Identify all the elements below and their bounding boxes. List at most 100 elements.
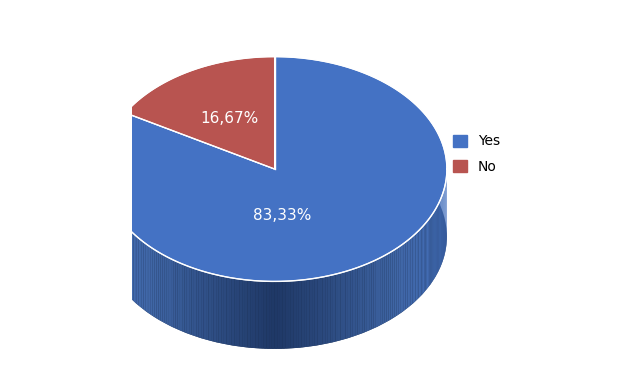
- Polygon shape: [419, 229, 420, 298]
- Polygon shape: [153, 249, 155, 317]
- Polygon shape: [415, 232, 417, 301]
- Polygon shape: [157, 251, 158, 319]
- Polygon shape: [409, 238, 411, 307]
- Polygon shape: [398, 246, 400, 315]
- Polygon shape: [224, 277, 226, 344]
- Polygon shape: [145, 243, 147, 312]
- Polygon shape: [173, 260, 176, 328]
- Polygon shape: [169, 258, 171, 326]
- Polygon shape: [288, 281, 291, 349]
- Polygon shape: [434, 210, 435, 280]
- Polygon shape: [435, 209, 436, 278]
- Polygon shape: [125, 225, 126, 294]
- Polygon shape: [272, 282, 275, 349]
- Polygon shape: [431, 214, 433, 283]
- Polygon shape: [158, 252, 160, 321]
- Polygon shape: [114, 210, 115, 280]
- Polygon shape: [406, 241, 407, 309]
- Polygon shape: [208, 273, 211, 341]
- Polygon shape: [102, 57, 447, 282]
- Polygon shape: [194, 268, 196, 337]
- Polygon shape: [125, 57, 275, 169]
- Polygon shape: [392, 250, 394, 318]
- Polygon shape: [439, 200, 440, 270]
- Polygon shape: [309, 279, 312, 347]
- Polygon shape: [380, 257, 382, 325]
- Polygon shape: [119, 218, 121, 288]
- Polygon shape: [320, 277, 323, 345]
- Polygon shape: [318, 277, 320, 345]
- Polygon shape: [229, 277, 232, 345]
- Polygon shape: [436, 205, 438, 275]
- Polygon shape: [338, 273, 341, 341]
- Polygon shape: [382, 255, 385, 324]
- Polygon shape: [296, 280, 299, 348]
- Polygon shape: [250, 280, 253, 348]
- Polygon shape: [269, 282, 272, 349]
- Polygon shape: [121, 220, 122, 289]
- Polygon shape: [299, 280, 302, 348]
- Polygon shape: [201, 271, 204, 339]
- Polygon shape: [341, 272, 343, 340]
- Polygon shape: [424, 223, 426, 292]
- Polygon shape: [247, 280, 250, 348]
- Polygon shape: [221, 276, 224, 344]
- Polygon shape: [343, 272, 346, 340]
- Polygon shape: [187, 266, 189, 334]
- Polygon shape: [280, 281, 282, 349]
- Polygon shape: [137, 237, 139, 305]
- Polygon shape: [144, 242, 145, 311]
- Polygon shape: [417, 231, 419, 300]
- Polygon shape: [128, 228, 129, 297]
- Polygon shape: [139, 238, 140, 307]
- Polygon shape: [429, 217, 431, 286]
- Polygon shape: [132, 232, 134, 301]
- Polygon shape: [427, 220, 428, 289]
- Polygon shape: [219, 275, 221, 343]
- Polygon shape: [365, 264, 367, 332]
- Polygon shape: [232, 278, 235, 346]
- Polygon shape: [182, 264, 185, 332]
- Polygon shape: [387, 253, 389, 322]
- Polygon shape: [264, 281, 266, 349]
- Polygon shape: [122, 222, 123, 291]
- Polygon shape: [323, 277, 325, 344]
- Polygon shape: [167, 257, 169, 325]
- Polygon shape: [213, 274, 216, 342]
- Polygon shape: [355, 267, 358, 336]
- Polygon shape: [328, 275, 330, 343]
- Polygon shape: [390, 251, 392, 319]
- Polygon shape: [180, 263, 182, 331]
- Polygon shape: [196, 269, 199, 337]
- Polygon shape: [266, 281, 269, 349]
- Polygon shape: [362, 265, 365, 333]
- Polygon shape: [258, 281, 261, 349]
- Polygon shape: [426, 222, 427, 291]
- Polygon shape: [330, 275, 333, 343]
- Polygon shape: [206, 272, 208, 340]
- Polygon shape: [307, 279, 309, 347]
- Polygon shape: [165, 255, 167, 324]
- Polygon shape: [149, 246, 151, 315]
- Polygon shape: [374, 260, 376, 328]
- Polygon shape: [155, 250, 157, 318]
- Polygon shape: [438, 202, 439, 271]
- Polygon shape: [325, 276, 328, 344]
- Polygon shape: [242, 280, 245, 347]
- Polygon shape: [115, 212, 116, 281]
- Polygon shape: [302, 280, 304, 347]
- Polygon shape: [369, 262, 371, 331]
- Polygon shape: [185, 265, 187, 333]
- Text: 83,33%: 83,33%: [253, 208, 311, 223]
- Polygon shape: [286, 281, 288, 349]
- Polygon shape: [402, 243, 404, 312]
- Polygon shape: [123, 223, 125, 292]
- Polygon shape: [134, 234, 135, 303]
- Polygon shape: [226, 277, 229, 345]
- Polygon shape: [199, 270, 201, 338]
- Polygon shape: [400, 245, 402, 313]
- Polygon shape: [108, 199, 109, 268]
- Polygon shape: [282, 281, 286, 349]
- Polygon shape: [171, 259, 173, 327]
- Polygon shape: [412, 235, 414, 304]
